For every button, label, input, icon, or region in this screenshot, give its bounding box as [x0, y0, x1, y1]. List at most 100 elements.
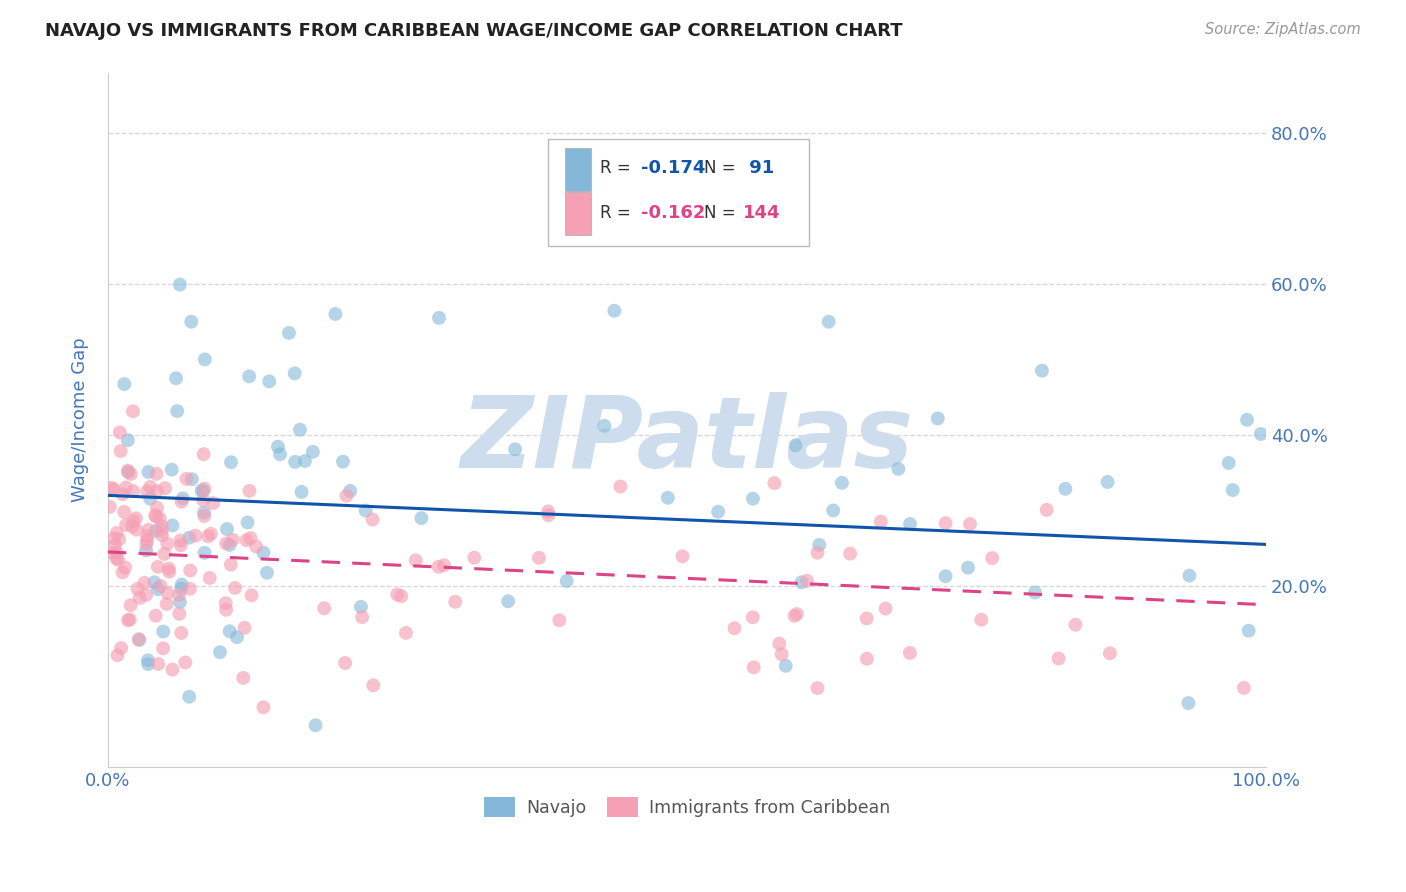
Point — [190, 483, 212, 498]
Point — [146, 582, 169, 596]
Point — [193, 508, 215, 523]
Point — [238, 369, 260, 384]
Point — [170, 494, 193, 508]
Point — [786, 607, 808, 621]
Point — [339, 483, 361, 498]
FancyBboxPatch shape — [548, 139, 808, 246]
Point — [135, 588, 157, 602]
Point — [111, 566, 134, 580]
Point — [174, 656, 197, 670]
Point — [1054, 482, 1077, 496]
Point — [657, 491, 679, 505]
Point — [153, 547, 176, 561]
Point — [193, 546, 215, 560]
Point — [145, 467, 167, 481]
Point — [956, 560, 979, 574]
Point — [117, 465, 139, 479]
Point — [222, 533, 245, 547]
Point — [104, 538, 127, 552]
Point — [193, 493, 215, 508]
Point — [193, 506, 215, 520]
Point — [120, 598, 142, 612]
Point — [870, 515, 893, 529]
Point — [162, 663, 184, 677]
Point — [363, 678, 385, 692]
Point — [232, 671, 254, 685]
Point — [1218, 456, 1240, 470]
Point — [169, 533, 191, 548]
Point — [219, 558, 242, 572]
Point — [136, 533, 159, 548]
Point — [146, 560, 169, 574]
Point — [1237, 624, 1260, 638]
Point — [256, 566, 278, 580]
Point — [149, 511, 172, 525]
Point — [806, 546, 828, 560]
Point — [180, 472, 202, 486]
Point — [150, 528, 173, 542]
Point — [215, 603, 238, 617]
Point — [252, 546, 274, 560]
Point — [707, 505, 730, 519]
Point — [875, 601, 897, 615]
Point — [770, 647, 793, 661]
Point — [120, 467, 142, 481]
Point — [117, 433, 139, 447]
Point — [304, 718, 326, 732]
Point — [537, 508, 560, 523]
Legend: Navajo, Immigrants from Caribbean: Navajo, Immigrants from Caribbean — [477, 790, 897, 824]
Point — [155, 597, 177, 611]
Point — [145, 484, 167, 499]
Point — [170, 582, 193, 596]
Point — [172, 491, 194, 506]
Point — [503, 442, 526, 457]
Point — [128, 591, 150, 605]
Point — [166, 404, 188, 418]
Text: ZIPatlas: ZIPatlas — [460, 392, 914, 490]
Point — [1222, 483, 1244, 497]
Point — [150, 519, 173, 533]
Point — [527, 550, 550, 565]
Point — [139, 480, 162, 494]
Point — [134, 575, 156, 590]
Point — [138, 465, 160, 479]
Point — [763, 476, 786, 491]
Point — [128, 632, 150, 647]
Point — [200, 526, 222, 541]
Point — [170, 626, 193, 640]
Point — [269, 447, 291, 461]
Point — [215, 522, 238, 536]
Point — [257, 375, 280, 389]
Point — [294, 454, 316, 468]
Point — [197, 529, 219, 543]
Point — [146, 500, 169, 515]
Point — [235, 533, 257, 548]
Point — [117, 464, 139, 478]
Point — [215, 536, 238, 550]
Point — [427, 310, 450, 325]
Point — [959, 516, 981, 531]
Point — [463, 550, 485, 565]
Point — [145, 524, 167, 538]
Point — [136, 653, 159, 667]
Point — [395, 626, 418, 640]
Point — [150, 524, 173, 538]
Point — [139, 491, 162, 506]
Bar — [565, 192, 591, 235]
Point — [117, 613, 139, 627]
Point — [176, 472, 198, 486]
Point — [855, 611, 877, 625]
Point — [160, 462, 183, 476]
Point — [898, 516, 921, 531]
Point — [785, 438, 807, 452]
Point — [806, 681, 828, 695]
Point — [149, 579, 172, 593]
Point — [671, 549, 693, 564]
Point — [284, 367, 307, 381]
Point — [790, 575, 813, 590]
Text: 91: 91 — [742, 159, 773, 177]
Point — [284, 455, 307, 469]
Point — [135, 537, 157, 551]
Point — [548, 613, 571, 627]
Text: 144: 144 — [742, 204, 780, 222]
